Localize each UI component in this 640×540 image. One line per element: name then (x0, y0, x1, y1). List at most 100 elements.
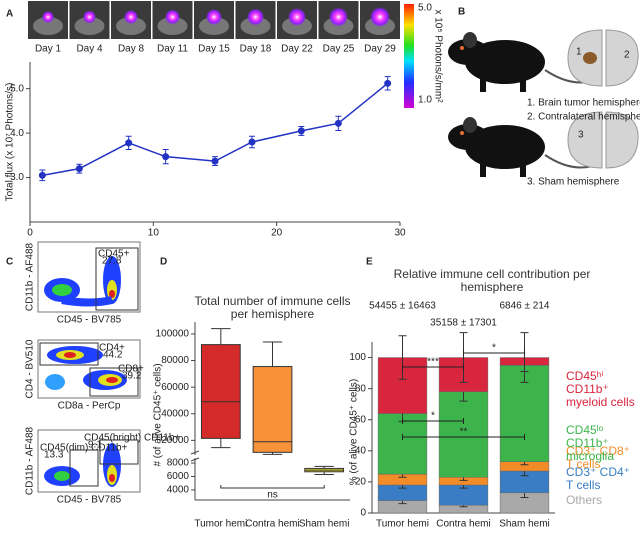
day-label: Day 22 (281, 44, 313, 55)
y-tick-label: 100 (349, 352, 366, 363)
gate-value: 39.2 (122, 371, 142, 382)
y-axis-label: Total flux (x 10⁷ Photons/s) (5, 83, 16, 202)
thumbnail-detail (240, 17, 271, 35)
legend-entry: CD3⁺ CD8⁺ T cells (566, 444, 631, 471)
caption: 3. Sham hemisphere (527, 177, 620, 188)
total-label: 54455 ± 16463 (369, 301, 436, 312)
bioluminescence (124, 10, 138, 24)
colorbar (404, 4, 414, 108)
y-tick-label: 3.0 (10, 172, 24, 183)
significance-bracket (402, 434, 525, 440)
y-tick-label: 20 (355, 477, 367, 488)
data-point (297, 127, 305, 135)
y-tick-label: 60000 (161, 382, 189, 393)
y-tick-label: 8000 (167, 458, 190, 469)
y-tick-label: 40 (355, 445, 367, 456)
chart-title: Total number of immune cells per hemisph… (194, 294, 351, 321)
x-tick-label: 0 (27, 228, 33, 239)
y-tick-label: 100000 (156, 329, 190, 340)
data-point (334, 119, 342, 127)
colorbar-tick: 1.0 (418, 95, 432, 106)
flow-plot (37, 241, 141, 313)
thumbnail-detail (199, 17, 229, 35)
y-tick-label: 80000 (161, 355, 189, 366)
bioluminescence (247, 8, 264, 26)
y-tick-label: 20000 (161, 435, 189, 446)
day-label: Day 4 (76, 44, 103, 55)
caption: 1. Brain tumor hemisphere (527, 98, 640, 109)
data-point (211, 157, 219, 165)
significance-bracket (402, 364, 464, 370)
significance-bracket (220, 485, 325, 489)
caption: 2. Contralateral hemisphere (527, 112, 640, 123)
mouse (448, 32, 601, 92)
gate-name: CD45(dim) CD11b+ (40, 443, 128, 454)
significance-label: ns (267, 490, 278, 501)
panel-label: E (366, 257, 373, 268)
bioluminescence (288, 8, 306, 26)
y-axis-label: # (of alive CD45⁺ cells) (153, 363, 164, 466)
bioluminescence (42, 11, 54, 23)
flow-y-label: CD11b - AF488 (25, 242, 36, 311)
y-tick-label: 4000 (167, 485, 190, 496)
x-tick-label: Tumor hemi (194, 519, 247, 530)
gate-value: 9.1 (88, 440, 102, 451)
region-number: 1 (576, 47, 582, 58)
legend-entry: CD45ˡᵒ CD11b⁺ microglia (566, 423, 615, 463)
legend-entry: CD45ʰⁱ CD11b⁺ myeloid cells (566, 369, 635, 409)
gate-value: 27.8 (102, 256, 122, 267)
bioluminescence (370, 7, 390, 27)
x-tick-label: 20 (271, 228, 283, 239)
data-point (162, 153, 170, 161)
total-label: 6846 ± 214 (500, 301, 550, 312)
colorbar-label: x 10⁵ Photons/s/mm² (432, 9, 443, 103)
x-tick-label: Contra hemi (245, 519, 299, 530)
bioluminescence (329, 7, 348, 27)
panel-label: B (458, 7, 465, 18)
y-tick-label: 4.0 (10, 128, 24, 139)
bioluminescence (206, 9, 222, 25)
day-label: Day 11 (157, 44, 188, 55)
y-tick-label: 6000 (167, 471, 190, 482)
x-tick-label: 30 (394, 228, 406, 239)
gate-value: 13.3 (44, 450, 64, 461)
bar-segment (438, 391, 489, 478)
flow-y-label: CD11b - AF488 (25, 426, 36, 495)
thumbnail-detail (33, 17, 63, 35)
tumor (583, 52, 597, 64)
y-axis-label: % (of alive CD45⁺ cells) (349, 379, 360, 485)
data-point (125, 139, 133, 147)
brain-diagram (567, 29, 639, 87)
thumbnail-detail (116, 17, 146, 35)
colorbar-tick: 5.0 (418, 3, 432, 14)
chart-title: Relative immune cell contribution per he… (393, 267, 591, 294)
bioluminescence (83, 10, 96, 24)
y-tick-label: 80 (355, 383, 367, 394)
data-point (38, 171, 46, 179)
flow-plot (37, 429, 141, 493)
gate-name: CD4+ (99, 343, 125, 354)
flow-x-label: CD45 - BV785 (57, 315, 122, 326)
data-point (248, 138, 256, 146)
gate-value: 44.2 (103, 350, 123, 361)
significance-label: * (492, 343, 496, 354)
y-tick-label: 60 (355, 414, 367, 425)
box (252, 366, 293, 453)
error-bar (459, 332, 468, 383)
flow-plot (37, 339, 141, 399)
x-tick-label: 10 (148, 228, 160, 239)
significance-bracket (402, 418, 464, 424)
x-tick-label: Tumor hemi (376, 519, 429, 530)
flow-x-label: CD8a - PerCp (58, 401, 121, 412)
significance-bracket (463, 350, 525, 356)
region-number: 2 (624, 50, 630, 61)
x-tick-label: Sham hemi (499, 519, 550, 530)
day-label: Day 25 (323, 44, 355, 55)
significance-label: * (431, 411, 435, 422)
legend-entry: Others (566, 493, 603, 507)
thumbnail-detail (157, 17, 188, 35)
bioluminescence (165, 9, 180, 25)
panel-label: A (6, 9, 13, 20)
